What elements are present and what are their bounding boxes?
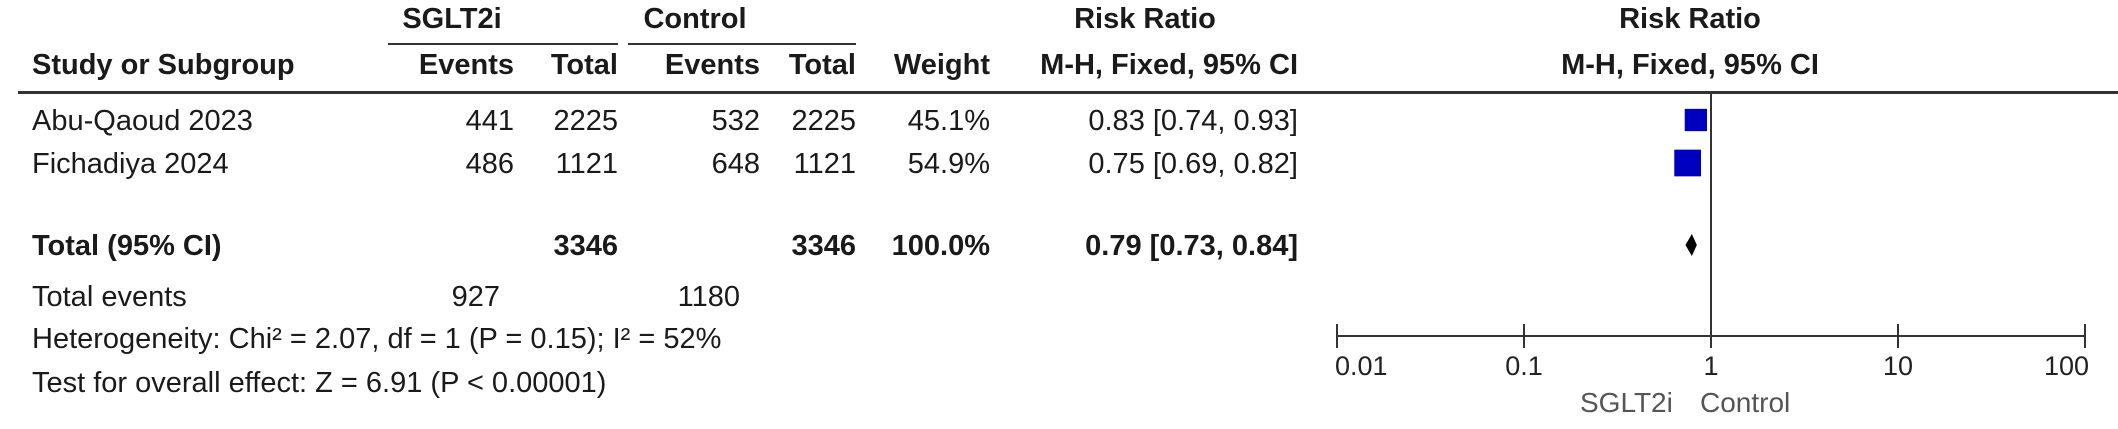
total-ctrl-column-header: Total bbox=[788, 49, 856, 81]
x-axis-tick-label: 0.01 bbox=[1335, 351, 1388, 381]
favours-left-label: SGLT2i bbox=[1580, 387, 1673, 418]
total-exp: 2225 bbox=[553, 105, 618, 137]
ci-text: 0.75 [0.69, 0.82] bbox=[1088, 148, 1298, 180]
events-exp: 441 bbox=[465, 105, 514, 137]
total-exp: 1121 bbox=[555, 148, 618, 180]
overall-effect-text: Test for overall effect: Z = 6.91 (P < 0… bbox=[32, 367, 607, 399]
method-column-header: M-H, Fixed, 95% CI bbox=[1040, 49, 1298, 81]
heterogeneity-text: Heterogeneity: Chi² = 2.07, df = 1 (P = … bbox=[32, 323, 722, 355]
events-exp-column-header: Events bbox=[418, 49, 514, 81]
events-ctrl: 648 bbox=[711, 148, 760, 180]
events-exp: 486 bbox=[465, 148, 514, 180]
x-axis-tick-label: 0.1 bbox=[1505, 351, 1543, 381]
x-axis-tick-label: 10 bbox=[1883, 351, 1913, 381]
header-rule bbox=[18, 91, 2118, 94]
x-axis-tick-label: 1 bbox=[1703, 351, 1718, 381]
control-group-underline bbox=[628, 43, 856, 45]
total-events-label: Total events bbox=[32, 281, 187, 313]
total-ctrl: 3346 bbox=[791, 230, 856, 262]
total-events-exp: 927 bbox=[451, 281, 500, 313]
study-marker bbox=[1684, 108, 1708, 132]
weight-column-header: Weight bbox=[893, 49, 990, 81]
effect-measure-header: Risk Ratio bbox=[1074, 3, 1216, 35]
events-ctrl: 532 bbox=[711, 105, 760, 137]
total-exp-column-header: Total bbox=[550, 49, 618, 81]
plot-method-header: M-H, Fixed, 95% CI bbox=[1561, 49, 1819, 81]
study-name: Fichadiya 2024 bbox=[32, 148, 229, 180]
total-ci-text: 0.79 [0.73, 0.84] bbox=[1085, 230, 1298, 262]
plot-measure-header: Risk Ratio bbox=[1619, 3, 1761, 35]
total-events-ctrl: 1180 bbox=[677, 281, 740, 313]
events-ctrl-column-header: Events bbox=[664, 49, 760, 81]
total-ctrl: 1121 bbox=[793, 148, 856, 180]
pooled-diamond bbox=[1685, 234, 1697, 256]
weight: 54.9% bbox=[907, 148, 990, 180]
study-name: Abu-Qaoud 2023 bbox=[32, 105, 253, 137]
experimental-group-header: SGLT2i bbox=[402, 3, 502, 35]
ci-text: 0.83 [0.74, 0.93] bbox=[1088, 105, 1298, 137]
x-axis-tick-label: 100 bbox=[2044, 351, 2089, 381]
total-ctrl: 2225 bbox=[791, 105, 856, 137]
total-label: Total (95% CI) bbox=[32, 230, 222, 262]
total-exp: 3346 bbox=[553, 230, 618, 262]
total-weight: 100.0% bbox=[891, 230, 990, 262]
experimental-group-underline bbox=[388, 43, 618, 45]
study-marker bbox=[1674, 149, 1701, 177]
study-column-header: Study or Subgroup bbox=[32, 49, 295, 81]
weight: 45.1% bbox=[907, 105, 990, 137]
control-group-header: Control bbox=[643, 3, 747, 35]
favours-right-label: Control bbox=[1700, 387, 1791, 418]
